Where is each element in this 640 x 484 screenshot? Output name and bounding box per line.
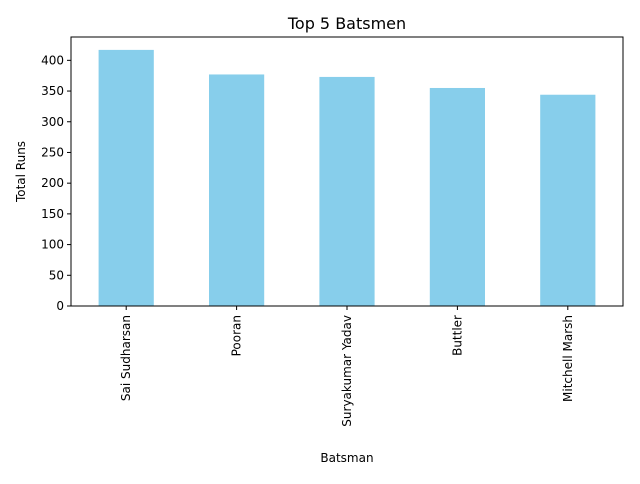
y-tick-label: 300 (41, 115, 64, 129)
bar-2 (319, 76, 375, 306)
bar-1 (209, 74, 265, 306)
y-tick-label: 200 (41, 176, 64, 190)
bar-4 (540, 94, 596, 306)
bar-3 (429, 87, 485, 306)
y-axis: 0 50 100 150 200 250 300 350 400 (41, 53, 71, 313)
y-axis-label: Total Runs (14, 141, 28, 203)
y-tick-label: 0 (56, 299, 64, 313)
x-tick-label: Sai Sudharsan (119, 315, 133, 401)
y-tick-label: 150 (41, 207, 64, 221)
x-tick-label: Pooran (230, 315, 244, 356)
plot-frame (70, 36, 624, 307)
x-tick-label: Suryakumar Yadav (340, 315, 354, 427)
y-tick-label: 100 (41, 238, 64, 252)
bar-0 (98, 49, 154, 307)
x-axis-label: Batsman (320, 451, 373, 465)
y-tick-label: 350 (41, 84, 64, 98)
x-tick-label: Buttler (450, 315, 464, 356)
x-tick-label: Mitchell Marsh (561, 315, 575, 402)
chart-title: Top 5 Batsmen (287, 14, 406, 33)
y-tick-label: 400 (41, 53, 64, 67)
y-tick-label: 50 (49, 268, 64, 282)
bars-group (98, 49, 596, 307)
x-axis: Sai Sudharsan Pooran Suryakumar Yadav Buttl… (119, 306, 575, 427)
y-tick-label: 250 (41, 145, 64, 159)
